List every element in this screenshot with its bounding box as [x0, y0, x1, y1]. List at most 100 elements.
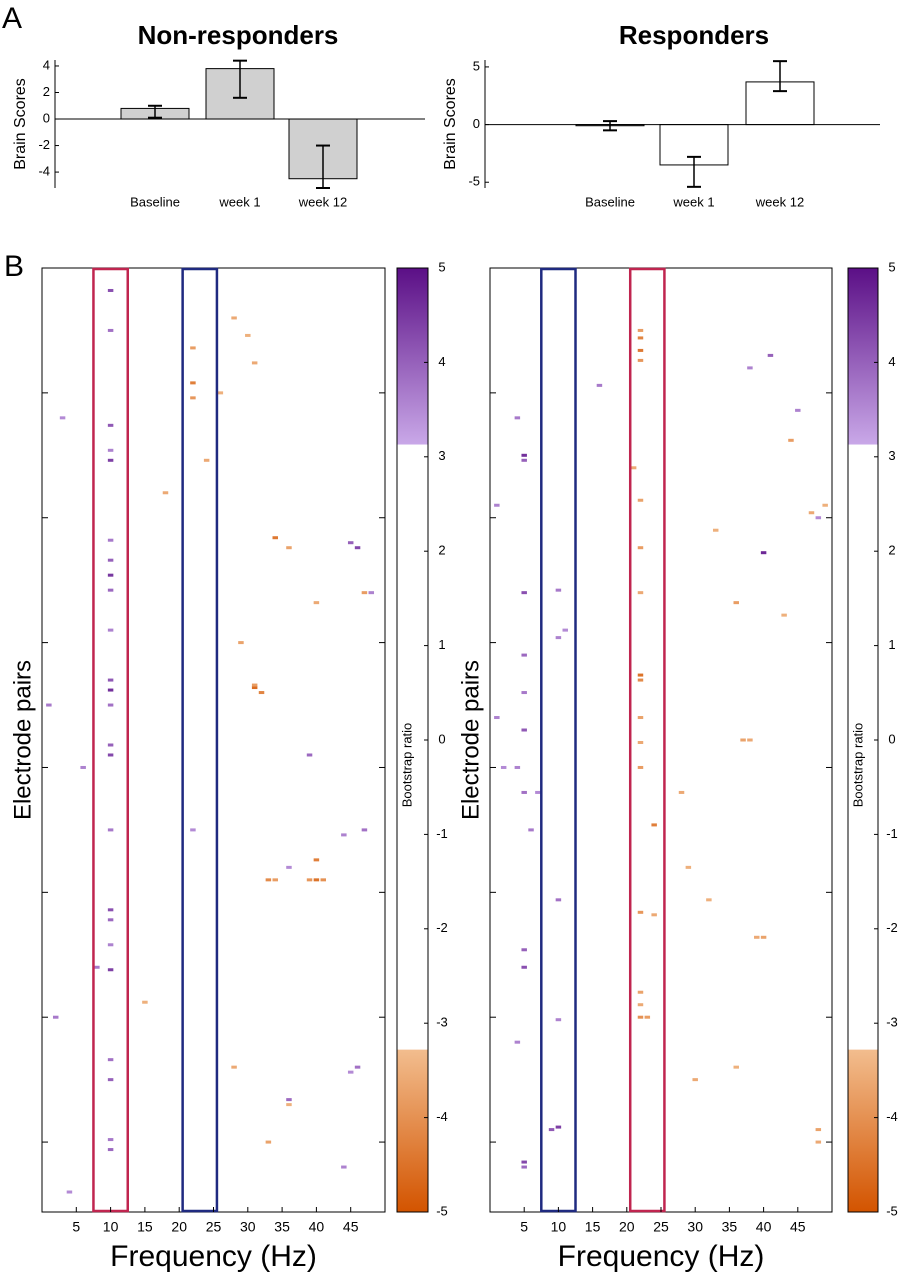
cell [596, 383, 603, 387]
cell [107, 1148, 114, 1152]
cell [637, 716, 644, 720]
colorbar-tick-label: -1 [436, 826, 448, 841]
cell [107, 288, 114, 292]
cell [815, 1128, 822, 1132]
cell [514, 1040, 521, 1044]
cell [46, 703, 52, 707]
cell [685, 865, 692, 869]
cell [272, 536, 278, 540]
cell [521, 965, 527, 969]
cell [107, 328, 114, 332]
y-tick-label: 5 [473, 58, 480, 73]
cell [265, 878, 272, 882]
panel-label: A [2, 2, 22, 35]
x-tick-label: 20 [171, 1219, 187, 1235]
cell [521, 1160, 527, 1164]
cell [313, 878, 320, 882]
cell [251, 361, 258, 365]
colorbar-tick-label: -4 [886, 1109, 898, 1124]
cell [361, 591, 368, 595]
cell [494, 716, 500, 720]
colorbar-tick-label: -3 [886, 1015, 898, 1030]
colorbar-tick-label: 5 [438, 259, 445, 274]
y-tick-label: 0 [473, 116, 480, 131]
cell [107, 918, 114, 922]
cell [354, 1065, 361, 1069]
error-bar [148, 104, 162, 119]
cell [341, 1165, 347, 1169]
x-tick-label: 5 [72, 1219, 80, 1235]
x-tick-label: 40 [756, 1219, 772, 1235]
x-tick-label: 25 [206, 1219, 222, 1235]
colorbar-tick-label: -5 [436, 1203, 448, 1218]
colorbar-tick-label: 3 [438, 448, 445, 463]
x-tick-label: week 1 [672, 194, 714, 209]
cell [107, 678, 114, 682]
panel-label: B [4, 250, 24, 283]
cell [747, 738, 753, 742]
cell [706, 898, 712, 902]
cell [265, 1140, 272, 1144]
cell [815, 1140, 822, 1144]
cell [231, 316, 237, 320]
cell [107, 908, 114, 912]
cell [251, 686, 258, 690]
colorbar-high [848, 268, 878, 445]
colorbar-tick-label: 2 [438, 543, 445, 558]
cell [341, 833, 347, 837]
y-tick-label: -2 [38, 137, 50, 152]
cell [548, 1128, 555, 1132]
cell [521, 591, 527, 595]
cell [521, 653, 527, 657]
cell [286, 1098, 292, 1102]
cell [795, 408, 801, 412]
cell [815, 516, 822, 520]
cell [637, 328, 644, 332]
colorbar-label: Bootstrap ratio [399, 723, 414, 808]
highlight-box [181, 267, 219, 1213]
colorbar-tick-label: -2 [886, 920, 898, 935]
cell [107, 968, 114, 972]
colorbar-tick-label: -5 [886, 1203, 898, 1218]
cell [760, 551, 767, 555]
colorbar-tick-label: 4 [438, 354, 445, 369]
cell [521, 790, 527, 794]
y-tick-label: -4 [38, 164, 50, 179]
cell [555, 1018, 562, 1022]
colorbar-tick-label: 1 [888, 637, 895, 652]
cell [500, 765, 507, 769]
x-tick-label: week 1 [218, 194, 260, 209]
colorbar-tick-label: 5 [888, 259, 895, 274]
x-tick-label: 45 [790, 1219, 806, 1235]
y-tick-label: 4 [43, 57, 50, 72]
cell [190, 828, 196, 832]
cell [361, 828, 368, 832]
chart-title: Responders [619, 20, 769, 50]
cell [521, 691, 527, 695]
x-axis-label: Frequency (Hz) [110, 1240, 317, 1273]
x-tick-label: Baseline [585, 194, 635, 209]
x-tick-label: 5 [520, 1219, 528, 1235]
cell [637, 990, 644, 994]
cell [107, 538, 114, 542]
cell [637, 910, 644, 914]
cell [733, 1065, 739, 1069]
y-axis-label: Electrode pairs [457, 660, 484, 820]
y-axis-label: Electrode pairs [9, 660, 36, 820]
cell [80, 765, 86, 769]
cell [286, 1103, 292, 1107]
cell [637, 498, 644, 502]
x-tick-label: 10 [551, 1219, 567, 1235]
cell [107, 753, 114, 757]
colorbar-tick-label: 0 [888, 731, 895, 746]
cell [190, 346, 196, 350]
colorbar-tick-label: -3 [436, 1015, 448, 1030]
y-tick-label: -5 [468, 174, 480, 189]
y-tick-label: 2 [43, 84, 50, 99]
error-bar [687, 155, 701, 188]
cell [637, 678, 644, 682]
x-tick-label: 25 [653, 1219, 669, 1235]
cell [808, 511, 815, 515]
cell [822, 503, 828, 507]
cell [788, 438, 794, 442]
